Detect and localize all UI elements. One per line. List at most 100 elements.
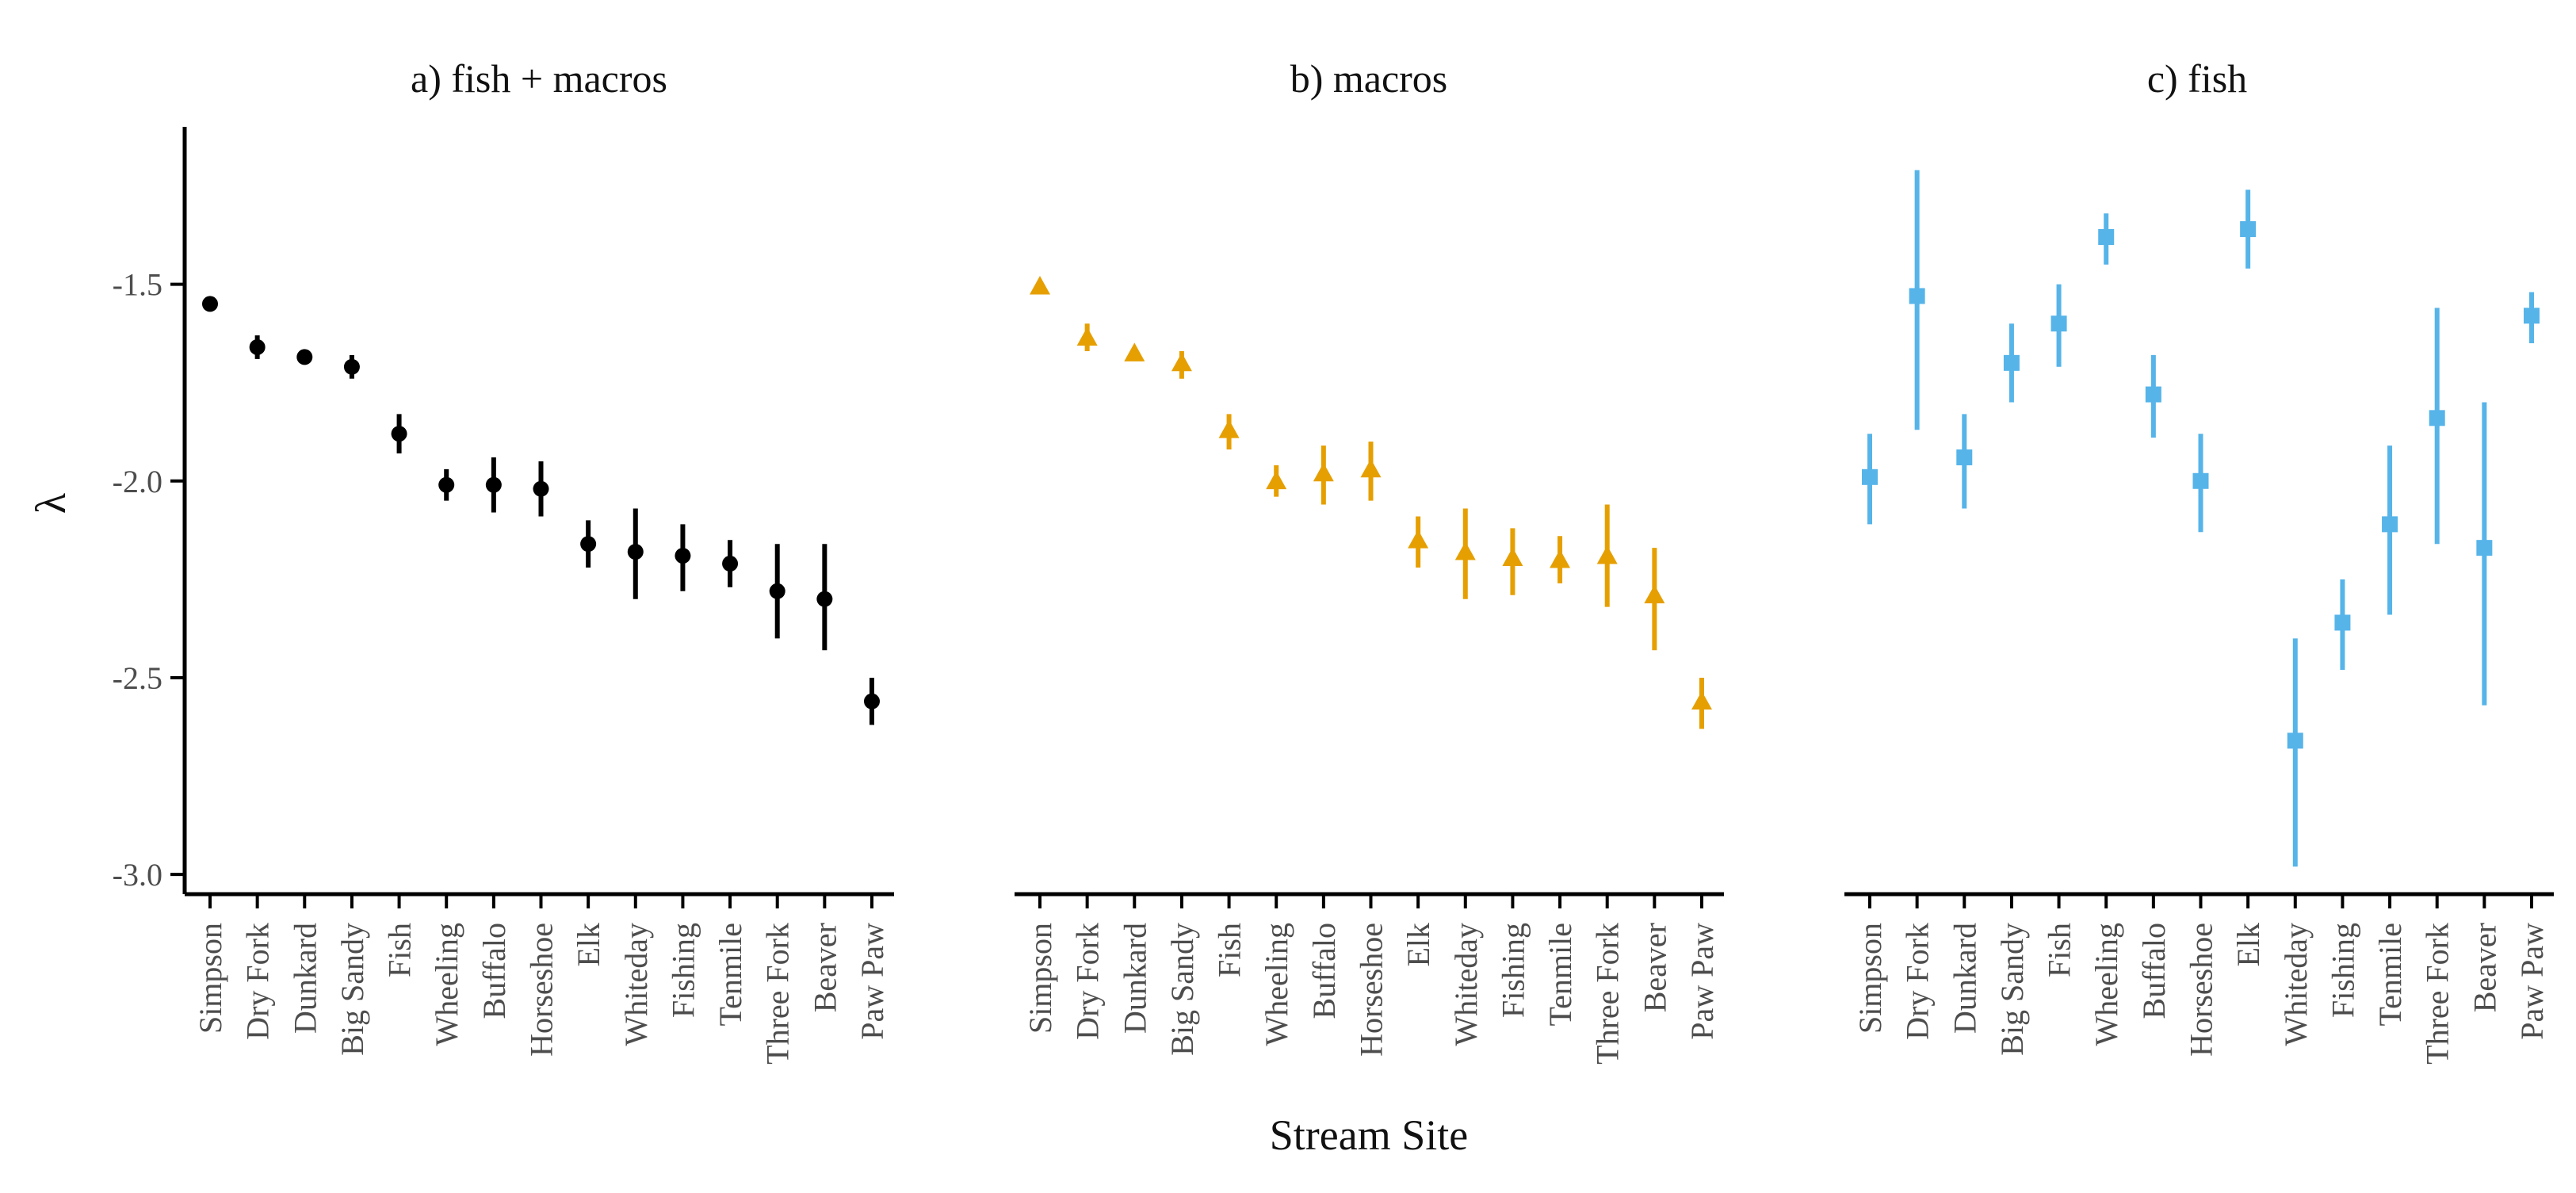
data-point (1076, 327, 1098, 346)
x-tick-label: Whiteday (1448, 923, 1484, 1046)
x-tick-label: Elk (571, 923, 606, 967)
x-tick-label: Whiteday (2278, 923, 2314, 1046)
data-point (2145, 386, 2161, 403)
data-point (1030, 276, 1050, 295)
x-tick-label: Beaver (2467, 923, 2502, 1012)
data-point (296, 349, 313, 365)
x-tick-label: Tenmile (713, 923, 748, 1027)
data-point (1360, 458, 1382, 478)
x-tick-label: Buffalo (476, 923, 512, 1019)
x-tick-label: Tenmile (1542, 923, 1578, 1027)
data-point (2476, 540, 2493, 556)
x-tick-label: Three Fork (2420, 923, 2456, 1065)
x-tick-label: Wheeling (2089, 923, 2124, 1046)
x-tick-label: Three Fork (1590, 923, 1626, 1065)
x-tick-label: Paw Paw (854, 923, 890, 1040)
x-tick-label: Elk (1401, 923, 1436, 967)
x-tick-label: Buffalo (2136, 923, 2172, 1019)
data-point (2050, 315, 2067, 332)
data-point (391, 426, 407, 442)
panel-title: b) macros (1290, 56, 1448, 101)
data-point (2098, 228, 2115, 245)
x-tick-label: Dry Fork (240, 923, 276, 1040)
data-point (533, 480, 549, 497)
y-axis-title: λ (27, 493, 75, 514)
x-tick-label: Big Sandy (1994, 923, 2030, 1056)
x-tick-label: Dunkard (1117, 923, 1152, 1034)
data-point (2287, 732, 2303, 749)
x-tick-label: Fish (382, 923, 418, 977)
data-point (438, 476, 455, 493)
panel-macros: b) macros Simpson Dry Fork Dunkard Big Sand… (1015, 56, 1724, 1065)
data-point (249, 338, 266, 355)
x-tick-label: Big Sandy (334, 923, 370, 1056)
data-point (2524, 308, 2540, 324)
x-tick-label: Paw Paw (1684, 923, 1720, 1040)
x-tick-label: Simpson (1022, 923, 1058, 1034)
x-tick-label: Horseshoe (2184, 923, 2219, 1057)
x-tick-label: Fish (2042, 923, 2077, 977)
x-tick-label: Buffalo (1306, 923, 1342, 1019)
data-point (1596, 545, 1618, 564)
data-point (2382, 516, 2398, 533)
data-point (1502, 547, 1523, 566)
x-axis-title: Stream Site (1270, 1111, 1468, 1159)
data-point (485, 476, 502, 493)
data-point (1218, 419, 1240, 438)
data-point (1313, 462, 1334, 482)
x-tick-label: Dry Fork (1070, 923, 1106, 1040)
y-tick-label: -2.5 (113, 660, 162, 696)
data-point (343, 358, 360, 375)
data-point (1862, 468, 1878, 485)
panel-title: a) fish + macros (411, 56, 667, 101)
x-tick-label: Tenmile (2372, 923, 2408, 1027)
data-point (1124, 342, 1145, 361)
data-point (1454, 541, 1476, 560)
y-tick-label: -2.0 (113, 464, 162, 499)
data-point (1408, 530, 1429, 549)
y-tick-label: -1.5 (113, 267, 162, 303)
x-tick-label: Wheeling (429, 923, 464, 1046)
x-tick-label: Fish (1212, 923, 1248, 977)
x-tick-label: Simpson (193, 923, 228, 1034)
x-tick-label: Beaver (1637, 923, 1672, 1012)
x-tick-label: Simpson (1852, 923, 1888, 1034)
panel-title: c) fish (2147, 56, 2247, 101)
x-tick-label: Fishing (1495, 923, 1531, 1018)
data-point (2003, 354, 2020, 371)
x-tick-label: Fishing (2325, 923, 2360, 1018)
x-tick-label: Horseshoe (1354, 923, 1389, 1057)
data-point (1956, 449, 1973, 465)
data-point (769, 583, 785, 599)
data-point (202, 296, 218, 312)
data-point (864, 693, 880, 709)
data-point (1909, 288, 1925, 304)
x-tick-label: Paw Paw (2514, 923, 2550, 1040)
x-tick-label: Whiteday (618, 923, 654, 1046)
data-point (722, 556, 739, 572)
data-point (2192, 472, 2209, 489)
x-tick-label: Wheeling (1259, 923, 1294, 1046)
x-tick-label: Elk (2230, 923, 2266, 967)
x-tick-label: Beaver (807, 923, 843, 1012)
x-tick-label: Dunkard (287, 923, 323, 1034)
data-point (1550, 549, 1571, 568)
x-tick-label: Dry Fork (1900, 923, 1936, 1040)
data-point (2334, 614, 2351, 631)
data-point (580, 536, 597, 553)
x-tick-label: Big Sandy (1164, 923, 1200, 1056)
data-point (2429, 410, 2445, 426)
x-tick-label: Dunkard (1947, 923, 1982, 1034)
data-point (2240, 221, 2257, 238)
x-tick-label: Fishing (665, 923, 701, 1018)
panel-fish: c) fish Simpson Dry Fork Dunkard Big Sandy F… (1844, 56, 2554, 1065)
data-point (816, 591, 833, 607)
data-point (627, 544, 644, 560)
data-point (1266, 470, 1287, 490)
y-tick-label: -3.0 (113, 857, 162, 893)
data-point (675, 548, 691, 564)
x-tick-label: Three Fork (760, 923, 796, 1065)
